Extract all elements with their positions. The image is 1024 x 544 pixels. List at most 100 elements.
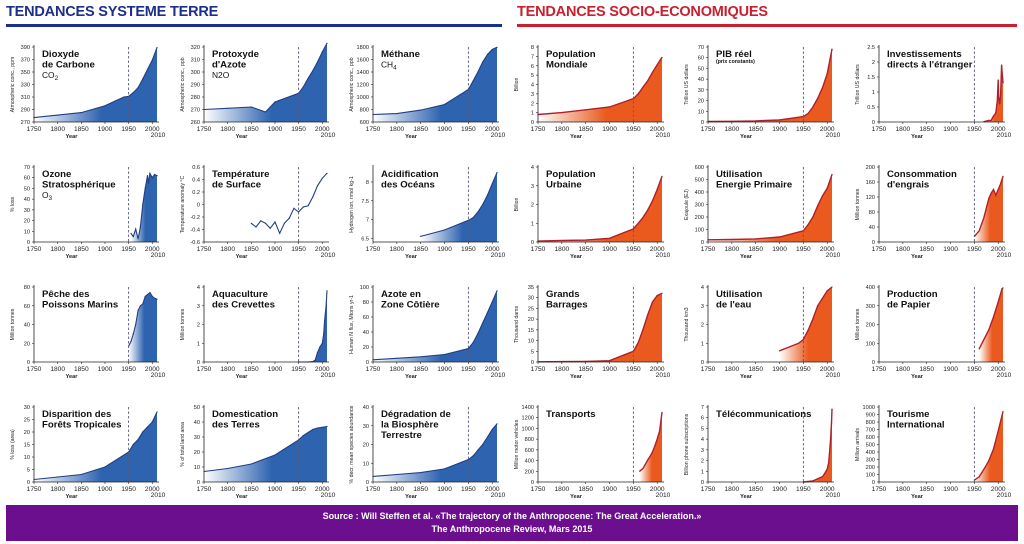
y-tick-label: 100 bbox=[695, 228, 704, 234]
x-tick-label: 2010 bbox=[826, 372, 841, 379]
y-tick-label: 600 bbox=[525, 448, 534, 454]
x-tick-label: 2010 bbox=[321, 372, 336, 379]
data-point bbox=[302, 206, 304, 208]
y-tick-label: 20 bbox=[24, 219, 30, 225]
x-tick-label: 1750 bbox=[27, 126, 42, 133]
x-tick-label: 1800 bbox=[725, 246, 740, 253]
data-point bbox=[151, 177, 153, 179]
y-tick-label: 10 bbox=[363, 461, 369, 467]
y-tick-label: 6 bbox=[701, 416, 704, 422]
data-point bbox=[998, 97, 1000, 99]
x-tick-label: 1950 bbox=[796, 246, 811, 253]
data-point bbox=[496, 46, 498, 48]
y-tick-label: 400 bbox=[695, 190, 704, 196]
x-tick-label: 1800 bbox=[896, 366, 911, 373]
y-tick-label: 200 bbox=[866, 165, 875, 171]
y-tick-label: 290 bbox=[21, 108, 30, 114]
x-tick-label: 1900 bbox=[437, 486, 452, 493]
x-tick-label: 2000 bbox=[650, 366, 665, 373]
y-tick-label: 80 bbox=[869, 210, 875, 216]
data-point bbox=[132, 236, 134, 238]
y-axis-label: Million tonnes bbox=[10, 308, 16, 340]
x-axis-label: Year bbox=[911, 134, 924, 140]
data-point bbox=[146, 68, 149, 71]
y-tick-label: 0 bbox=[27, 480, 30, 486]
data-point bbox=[990, 192, 992, 194]
y-tick-label: 0 bbox=[197, 480, 200, 486]
data-point bbox=[983, 338, 985, 341]
chart-title: de l'eau bbox=[716, 300, 751, 311]
y-tick-label: 6.5 bbox=[361, 236, 369, 242]
data-point bbox=[999, 103, 1001, 105]
y-tick-label: 1200 bbox=[522, 416, 534, 422]
x-tick-label: 1750 bbox=[197, 126, 212, 133]
y-tick-label: 4 bbox=[531, 83, 534, 89]
source-footer: Source : Will Steffen et al. «The trajec… bbox=[6, 505, 1018, 541]
y-tick-label: 320 bbox=[191, 45, 200, 51]
y-tick-label: 1200 bbox=[357, 83, 369, 89]
chart-title: des Crevettes bbox=[212, 300, 275, 311]
y-tick-label: 20 bbox=[194, 450, 200, 456]
y-tick-label: 100 bbox=[360, 285, 369, 291]
data-point bbox=[661, 411, 663, 413]
data-point bbox=[656, 188, 658, 191]
x-tick-label: 1800 bbox=[220, 366, 235, 373]
data-point bbox=[264, 111, 267, 113]
x-tick-label: 1800 bbox=[390, 486, 405, 493]
chart-title: Méthane bbox=[381, 49, 420, 60]
x-tick-label: 1950 bbox=[461, 126, 476, 133]
data-point bbox=[57, 114, 59, 116]
y-tick-label: 600 bbox=[360, 120, 369, 126]
y-tick-label: 0 bbox=[531, 480, 534, 486]
x-tick-label: 1950 bbox=[461, 366, 476, 373]
chart-title: de Surface bbox=[212, 180, 261, 191]
x-tick-label: 1750 bbox=[366, 366, 381, 373]
chart-title: Protoxyde bbox=[212, 49, 259, 60]
y-tick-label: 300 bbox=[866, 304, 875, 310]
chart-title: Dégradation de bbox=[381, 409, 451, 420]
y-tick-label: 1400 bbox=[522, 405, 534, 411]
x-tick-label: 2010 bbox=[656, 492, 671, 499]
x-tick-label: 1750 bbox=[27, 246, 42, 253]
x-tick-label: 1850 bbox=[74, 366, 89, 373]
y-axis-label: Million arrivals bbox=[855, 428, 861, 461]
data-point bbox=[1001, 64, 1003, 66]
data-point bbox=[482, 61, 484, 63]
area-fill bbox=[373, 47, 497, 122]
y-tick-label: 20 bbox=[698, 99, 704, 105]
y-tick-label: 8 bbox=[366, 180, 369, 186]
x-tick-label: 2000 bbox=[315, 126, 330, 133]
data-point bbox=[316, 352, 319, 354]
y-tick-label: 40 bbox=[698, 77, 704, 83]
data-point bbox=[104, 466, 106, 468]
y-axis-label: % loss (area) bbox=[10, 429, 16, 460]
x-tick-label: 1800 bbox=[896, 486, 911, 493]
data-point bbox=[486, 311, 489, 314]
area-fill bbox=[204, 43, 327, 122]
x-tick-label: 1900 bbox=[437, 366, 452, 373]
x-tick-label: 1850 bbox=[919, 246, 934, 253]
x-tick-label: 1750 bbox=[366, 126, 381, 133]
x-tick-label: 1950 bbox=[121, 126, 136, 133]
data-point bbox=[821, 87, 824, 89]
y-axis-label: Thousand km3 bbox=[684, 307, 690, 341]
x-tick-label: 1850 bbox=[748, 246, 763, 253]
x-tick-label: 1900 bbox=[943, 486, 958, 493]
x-tick-label: 1800 bbox=[50, 486, 65, 493]
data-point bbox=[135, 323, 137, 326]
data-point bbox=[828, 462, 830, 464]
x-tick-label: 1950 bbox=[291, 486, 306, 493]
y-axis-label: Atmospheric conc., ppb bbox=[349, 57, 355, 111]
x-tick-label: 1950 bbox=[967, 126, 982, 133]
data-point bbox=[1000, 183, 1002, 185]
data-point bbox=[467, 347, 469, 350]
x-tick-label: 1950 bbox=[291, 366, 306, 373]
data-point bbox=[1002, 82, 1004, 84]
y-axis-label: Million tonnes bbox=[855, 308, 861, 340]
chart-title: Zone Côtière bbox=[381, 300, 440, 311]
x-axis-label: Year bbox=[236, 374, 249, 380]
x-tick-label: 1800 bbox=[896, 246, 911, 253]
